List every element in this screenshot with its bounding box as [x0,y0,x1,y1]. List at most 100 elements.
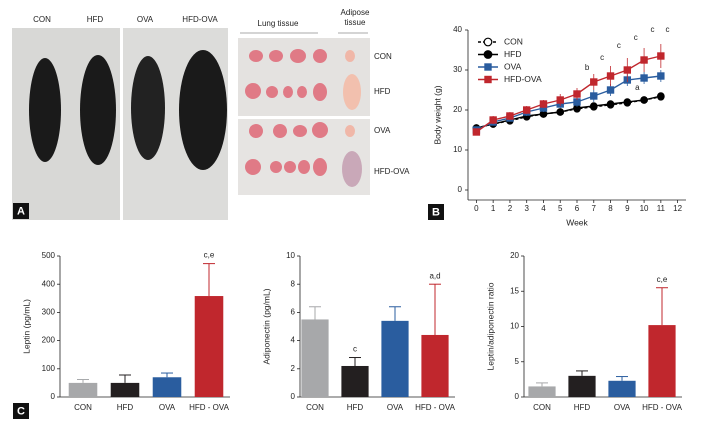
annotation: c,e [657,275,668,284]
x-tick-label: 1 [491,204,496,213]
row-label: HFD [374,87,391,96]
marker [657,92,665,100]
photo-label: HFD-OVA [182,15,218,24]
marker [489,116,497,124]
x-tick-label: 3 [524,204,529,213]
x-tick-label: 8 [608,204,613,213]
row-label: CON [374,52,392,61]
annotation: c [650,25,654,34]
marker [640,56,648,64]
y-tick-label: 5 [515,357,520,366]
panel-letter: C [17,405,25,417]
annotation: c [634,33,638,42]
header: Lung tissue [258,19,299,28]
bar [421,334,449,397]
photo-label: HFD [87,15,104,24]
marker [606,86,615,94]
x-tick-label: HFD [117,403,134,412]
x-tick-label: OVA [387,403,404,412]
x-tick-label: 10 [640,204,649,213]
y-tick-label: 8 [291,279,296,288]
x-tick-label: 5 [558,204,563,213]
bar [301,319,329,397]
marker [539,100,548,108]
x-tick-label: 11 [657,204,666,213]
annotation: a [635,83,640,92]
bar [528,386,556,397]
row-label: OVA [374,126,391,135]
bar [381,320,409,397]
y-tick-label: 10 [453,145,462,154]
x-tick-label: OVA [159,403,176,412]
x-tick-label: 12 [673,204,682,213]
legend-label: HFD-OVA [504,74,542,84]
annotation: c [617,41,621,50]
x-tick-label: 4 [541,204,546,213]
x-tick-label: HFD - OVA [642,403,683,412]
marker [657,72,665,80]
y-tick-label: 100 [42,364,56,373]
x-tick-label: CON [306,403,324,412]
x-tick-label: CON [533,403,551,412]
row-label: HFD-OVA [374,167,410,176]
marker [640,96,648,104]
marker [606,72,615,80]
marker [472,128,481,136]
marker [590,92,598,100]
marker [506,112,514,120]
y-tick-label: 15 [510,286,519,295]
x-tick-label: HFD [574,403,591,412]
x-tick-label: 2 [508,204,513,213]
annotation: c [353,345,357,354]
panel-letter: A [17,205,25,217]
y-tick-label: 0 [291,392,296,401]
marker [623,66,632,74]
legend-label: CON [504,36,523,46]
marker [606,100,615,108]
panel-box [428,204,444,220]
y-tick-label: 300 [42,308,56,317]
mouse [179,50,227,170]
legend-label: OVA [504,61,522,71]
marker [623,98,632,106]
legend-label: HFD [504,49,521,59]
marker [590,78,598,86]
y-tick-label: 200 [42,336,56,345]
bar [68,382,98,397]
panel-box [13,203,29,219]
marker [556,96,564,104]
y-axis-label: Adiponectin (pg/mL) [261,288,271,364]
marker [589,102,598,110]
bar [568,375,596,397]
bar [341,365,369,397]
x-tick-label: 9 [625,204,630,213]
panel-letter: B [432,206,440,218]
legend-marker [484,75,492,84]
header: Adipose tissue [340,8,370,27]
x-tick-label: OVA [614,403,631,412]
bar [194,296,224,397]
y-tick-label: 500 [42,251,56,260]
x-tick-label: HFD [347,403,364,412]
legend-marker [483,37,493,47]
mouse [80,55,116,165]
y-tick-label: 20 [453,105,462,114]
y-tick-label: 0 [515,392,520,401]
x-axis-label: Week [566,217,588,227]
y-tick-label: 10 [286,251,295,260]
x-tick-label: HFD - OVA [415,403,456,412]
annotation: c,e [204,251,215,260]
marker [556,108,565,116]
y-axis-label: Body weight (g) [432,85,442,144]
series-line [476,95,662,129]
y-tick-label: 10 [510,322,519,331]
mouse [131,56,165,160]
annotation: c [666,25,670,34]
x-tick-label: HFD - OVA [189,403,230,412]
x-tick-label: 6 [575,204,580,213]
y-tick-label: 400 [42,279,56,288]
legend-marker [483,50,493,59]
bar [152,377,182,397]
